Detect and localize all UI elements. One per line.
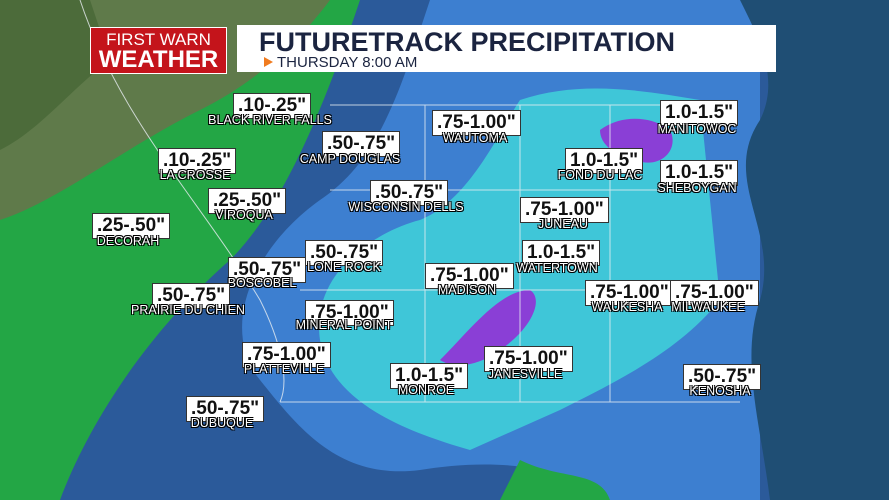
city-name: CAMP DOUGLAS: [299, 152, 401, 166]
precip-amount: .50-.75": [186, 396, 265, 422]
city-name: SHEBOYGAN: [657, 181, 737, 195]
precip-amount: .50-.75": [370, 180, 449, 206]
precip-amount: 1.0-1.5": [390, 363, 469, 389]
precip-amount: .75-1.00": [520, 197, 609, 223]
precip-amount: .25-.50": [92, 213, 171, 239]
precip-amount: .10-.25": [158, 148, 237, 174]
precip-amount: 1.0-1.5": [565, 148, 644, 174]
city-name: MILWAUKEE: [671, 300, 745, 314]
precip-amount: 1.0-1.5": [660, 160, 739, 186]
logo-line: WEATHER: [98, 46, 219, 73]
city-name: MINERAL POINT: [295, 318, 393, 332]
precip-amount: .25-.50": [208, 188, 287, 214]
city-name: VIROQUA: [215, 208, 273, 222]
precip-amount: .75-1.00": [670, 280, 759, 306]
precip-amount: .50-.75": [322, 131, 401, 157]
city-name: JUNEAU: [537, 217, 589, 231]
precip-amount: .75-1.00": [585, 280, 674, 306]
precip-amount: .50-.75": [152, 283, 231, 309]
precip-amount: .75-1.00": [484, 346, 573, 372]
city-name: MADISON: [437, 283, 497, 297]
city-name: KENOSHA: [689, 384, 751, 398]
precip-amount: .50-.75": [683, 364, 762, 390]
city-name: BLACK RIVER FALLS: [208, 113, 332, 127]
precip-amount: 1.0-1.5": [660, 100, 739, 126]
title-bar: FUTURETRACK PRECIPITATION THURSDAY 8:00 …: [237, 25, 776, 72]
precip-amount: .50-.75": [228, 257, 307, 283]
city-name: MANITOWOC: [657, 122, 737, 136]
city-name: FOND DU LAC: [557, 168, 643, 182]
precip-amount: .75-1.00": [305, 300, 394, 326]
subtitle: THURSDAY 8:00 AM: [277, 54, 418, 71]
city-name: DECORAH: [96, 234, 160, 248]
precip-amount: .75-1.00": [242, 342, 331, 368]
city-name: WISCONSIN DELLS: [348, 200, 464, 214]
city-name: WATERTOWN: [516, 261, 598, 275]
subtitle-marker: [264, 57, 273, 67]
city-name: PRAIRIE DU CHIEN: [131, 303, 245, 317]
city-name: LONE ROCK: [307, 260, 381, 274]
station-logo: FIRST WARN WEATHER: [90, 27, 227, 74]
city-name: PLATTEVILLE: [243, 362, 325, 376]
city-name: MONROE: [397, 383, 455, 397]
precip-amount: 1.0-1.5": [522, 240, 601, 266]
city-name: DUBUQUE: [190, 416, 254, 430]
city-name: JANESVILLE: [487, 367, 563, 381]
precip-amount: .75-1.00": [425, 263, 514, 289]
precip-amount: .10-.25": [233, 93, 312, 119]
precip-amount: .75-1.00": [432, 110, 521, 136]
title: FUTURETRACK PRECIPITATION: [259, 27, 675, 57]
city-name: BOSCOBEL: [227, 276, 297, 290]
city-name: LA CROSSE: [159, 168, 231, 182]
city-name: WAUTOMA: [442, 131, 508, 145]
logo-line: FIRST WARN: [106, 30, 211, 49]
precip-amount: .50-.75": [305, 240, 384, 266]
city-name: WAUKESHA: [591, 300, 663, 314]
